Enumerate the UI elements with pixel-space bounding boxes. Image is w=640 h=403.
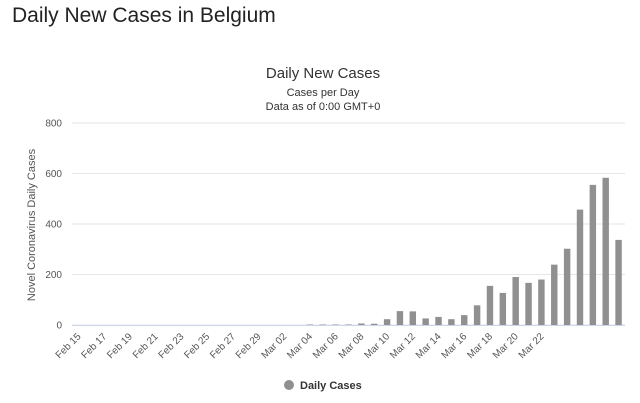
x-tick-label: Feb 27 bbox=[208, 331, 238, 361]
x-tick-label: Feb 19 bbox=[105, 331, 135, 361]
x-tick-label: Mar 04 bbox=[285, 331, 315, 361]
bar[interactable] bbox=[435, 316, 442, 325]
y-tick-label: 600 bbox=[45, 169, 62, 180]
x-tick-label: Feb 29 bbox=[234, 331, 264, 361]
y-tick-labels: 0 200 400 600 800 bbox=[45, 119, 62, 332]
y-tick-label: 0 bbox=[56, 321, 62, 332]
bar[interactable] bbox=[602, 177, 609, 325]
x-tick-label: Mar 16 bbox=[440, 331, 470, 361]
bar[interactable] bbox=[499, 292, 507, 325]
y-tick-label: 800 bbox=[45, 119, 62, 130]
bar[interactable] bbox=[371, 323, 378, 325]
page-heading: Daily New Cases in Belgium bbox=[12, 4, 276, 27]
bar[interactable] bbox=[422, 318, 429, 325]
bar[interactable] bbox=[383, 319, 391, 325]
bar[interactable] bbox=[563, 248, 571, 325]
bar[interactable] bbox=[525, 282, 532, 325]
bar[interactable] bbox=[461, 315, 468, 325]
x-tick-label: Mar 14 bbox=[414, 331, 444, 361]
bars bbox=[306, 177, 622, 326]
bar[interactable] bbox=[538, 279, 545, 325]
x-tick-label: Feb 15 bbox=[54, 331, 84, 361]
x-tick-label: Mar 06 bbox=[311, 331, 341, 361]
bar[interactable] bbox=[486, 285, 494, 325]
x-tick-label: Feb 25 bbox=[182, 331, 212, 361]
legend-marker bbox=[284, 380, 294, 390]
bar[interactable] bbox=[358, 323, 365, 325]
bar[interactable] bbox=[512, 277, 519, 325]
bar[interactable] bbox=[306, 324, 314, 326]
y-tick-label: 400 bbox=[45, 220, 62, 231]
x-tick-label: Mar 08 bbox=[337, 331, 367, 361]
bar[interactable] bbox=[551, 264, 558, 325]
bar[interactable] bbox=[409, 311, 417, 325]
x-tick-label: Mar 20 bbox=[491, 331, 521, 361]
legend-label: Daily Cases bbox=[300, 380, 362, 392]
bar[interactable] bbox=[345, 324, 352, 326]
y-tick-label: 200 bbox=[45, 270, 62, 281]
bar[interactable] bbox=[396, 311, 404, 325]
bar[interactable] bbox=[448, 319, 455, 325]
x-tick-label: Mar 18 bbox=[465, 331, 495, 361]
x-tick-label: Feb 21 bbox=[131, 331, 161, 361]
y-axis-title: Novel Coronavirus Daily Cases bbox=[26, 148, 38, 301]
x-tick-label: Feb 17 bbox=[79, 331, 109, 361]
legend[interactable]: Daily Cases bbox=[284, 380, 362, 392]
bar[interactable] bbox=[319, 324, 326, 326]
x-tick-label: Mar 22 bbox=[517, 331, 547, 361]
x-tick-label: Feb 23 bbox=[157, 331, 187, 361]
x-tick-label: Mar 12 bbox=[388, 331, 418, 361]
bar[interactable] bbox=[473, 305, 481, 325]
x-tick-label: Mar 10 bbox=[362, 331, 392, 361]
chart-data-date: Data as of 0:00 GMT+0 bbox=[266, 101, 381, 113]
bar[interactable] bbox=[589, 184, 597, 325]
bar[interactable] bbox=[615, 239, 622, 325]
x-tick-label: Mar 02 bbox=[260, 331, 290, 361]
chart-title: Daily New Cases bbox=[266, 65, 380, 82]
bar[interactable] bbox=[576, 209, 584, 325]
chart-subtitle: Cases per Day bbox=[287, 87, 360, 99]
bar[interactable] bbox=[332, 324, 339, 326]
